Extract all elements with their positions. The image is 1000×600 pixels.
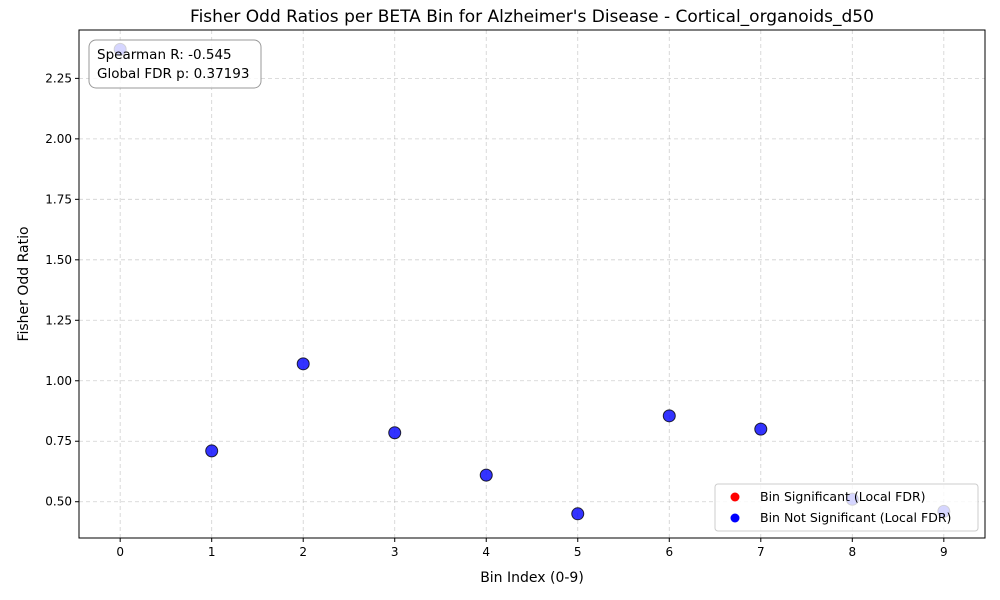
- y-tick-label: 0.75: [45, 434, 72, 448]
- legend: Bin Significant (Local FDR) Bin Not Sign…: [714, 483, 979, 532]
- x-tick-label: 2: [299, 545, 307, 559]
- legend-label-not-significant: Bin Not Significant (Local FDR): [760, 510, 951, 525]
- data-point: [662, 409, 676, 423]
- y-tick-label: 1.25: [45, 313, 72, 327]
- x-axis-ticks: 0 1 2 3 4 5 6 7 8 9: [116, 538, 948, 559]
- y-axis-label: Fisher Odd Ratio: [16, 226, 32, 341]
- y-tick-label: 1.50: [45, 253, 72, 267]
- x-tick-label: 9: [940, 545, 948, 559]
- data-point: [296, 357, 310, 371]
- y-tick-label: 1.00: [45, 374, 72, 388]
- data-point: [205, 444, 219, 458]
- legend-marker-not-significant: [730, 513, 740, 523]
- data-point: [754, 422, 768, 436]
- spearman-annotation: Spearman R: -0.545: [97, 47, 232, 63]
- y-tick-label: 2.25: [45, 71, 72, 85]
- x-tick-label: 7: [757, 545, 765, 559]
- y-tick-label: 1.75: [45, 192, 72, 206]
- legend-label-significant: Bin Significant (Local FDR): [760, 489, 926, 504]
- legend-marker-significant: [730, 492, 740, 502]
- stats-annotation-box: Spearman R: -0.545 Global FDR p: 0.37193: [88, 39, 262, 89]
- fdr-annotation: Global FDR p: 0.37193: [97, 66, 249, 82]
- plot-frame: [78, 29, 986, 539]
- y-tick-label: 2.00: [45, 132, 72, 146]
- y-axis-ticks: 0.50 0.75 1.00 1.25 1.50 1.75 2.00 2.25: [45, 71, 79, 509]
- annotation-frame: [88, 39, 262, 89]
- x-tick-label: 3: [391, 545, 399, 559]
- x-tick-label: 4: [482, 545, 490, 559]
- x-axis-label: Bin Index (0-9): [480, 570, 584, 586]
- x-tick-label: 6: [665, 545, 673, 559]
- data-point: [479, 468, 493, 482]
- y-tick-label: 0.50: [45, 495, 72, 509]
- data-point: [388, 426, 402, 440]
- x-tick-label: 1: [208, 545, 216, 559]
- chart-title: Fisher Odd Ratios per BETA Bin for Alzhe…: [190, 7, 874, 27]
- x-tick-label: 5: [574, 545, 582, 559]
- data-point: [571, 507, 585, 521]
- legend-frame: [714, 483, 979, 532]
- x-tick-label: 0: [116, 545, 124, 559]
- x-tick-label: 8: [848, 545, 856, 559]
